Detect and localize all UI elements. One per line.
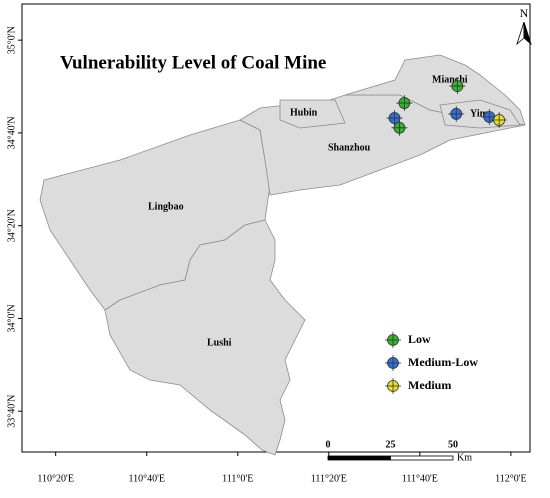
mine-point — [448, 105, 465, 122]
legend-label: Low — [408, 332, 431, 346]
north-label: N — [520, 6, 529, 20]
scale-label: 50 — [448, 439, 458, 450]
y-tick-label: 34°0'N — [6, 304, 17, 332]
region-label: Lingbao — [148, 201, 184, 212]
legend-label: Medium — [408, 378, 451, 392]
scale-segment — [327, 455, 391, 461]
x-tick-label: 110°20'E — [37, 473, 74, 484]
x-tick-label: 112°0'E — [495, 473, 527, 484]
x-tick-label: 111°0'E — [222, 473, 253, 484]
mine-point — [491, 112, 508, 129]
mine-point — [396, 95, 413, 112]
scale-unit: Km — [457, 452, 472, 463]
regions — [39, 54, 526, 456]
north-arrow: N — [516, 6, 532, 46]
north-arrow-right — [523, 21, 532, 46]
legend-label: Medium-Low — [408, 355, 478, 369]
mine-point — [391, 119, 408, 136]
legend-swatch — [385, 378, 401, 394]
x-tick-label: 110°40'E — [128, 473, 165, 484]
region-label: Yima — [470, 108, 493, 119]
region-label: Hubin — [290, 107, 318, 118]
region-label: Mianchi — [432, 74, 468, 85]
scale-label: 25 — [385, 439, 395, 450]
y-tick-label: 33°40'N — [6, 395, 17, 428]
mine-point — [386, 110, 403, 127]
y-tick-label: 34°40'N — [6, 116, 17, 149]
hubin-area — [279, 99, 346, 129]
region-label: Lushi — [207, 337, 232, 348]
mine-point — [449, 78, 466, 95]
legend-swatch — [385, 355, 401, 371]
legend-swatch — [385, 332, 401, 348]
region-label: Shanzhou — [328, 142, 371, 153]
x-tick-label: 111°40'E — [402, 473, 438, 484]
scale-segment — [390, 455, 454, 461]
x-tick-label: 111°20'E — [311, 473, 347, 484]
lushi-area — [104, 219, 306, 456]
y-tick-label: 35°0'N — [6, 26, 17, 54]
map-title: Vulnerability Level of Coal Mine — [60, 52, 326, 73]
y-tick-label: 34°20'N — [6, 209, 17, 242]
scale-label: 0 — [326, 439, 331, 450]
